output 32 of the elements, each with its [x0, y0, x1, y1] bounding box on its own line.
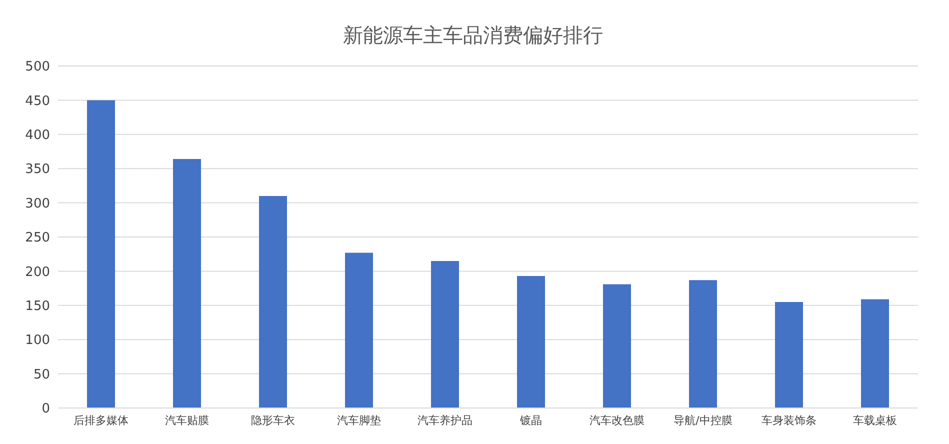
x-tick-label: 隐形车衣	[251, 414, 295, 427]
chart-title: 新能源车主车品消费偏好排行	[342, 22, 604, 49]
bar	[173, 159, 201, 408]
y-tick-label: 400	[25, 128, 50, 144]
bar	[87, 100, 115, 408]
bar	[861, 299, 889, 408]
y-tick-label: 450	[25, 94, 50, 109]
y-tick-label: 350	[25, 162, 50, 178]
y-tick-label: 500	[25, 60, 50, 75]
x-tick-label: 汽车脚垫	[337, 414, 381, 427]
bar	[345, 252, 373, 408]
bar	[775, 302, 803, 408]
x-tick-label: 汽车养护品	[418, 414, 472, 427]
x-tick-label: 车载桌板	[853, 414, 897, 427]
y-tick-label: 200	[25, 264, 50, 280]
x-tick-label: 导航/中控膜	[674, 414, 732, 427]
y-tick-label: 50	[33, 367, 50, 382]
x-tick-label: 镀晶	[519, 414, 542, 427]
y-tick-label: 150	[25, 299, 50, 314]
y-tick-label: 250	[25, 230, 50, 246]
x-tick-label: 汽车改色膜	[590, 414, 644, 427]
y-tick-label: 300	[25, 196, 50, 212]
bar	[517, 276, 545, 408]
y-tick-label: 100	[25, 333, 50, 348]
bar	[259, 196, 287, 408]
bar	[603, 284, 631, 408]
x-tick-label: 汽车贴膜	[165, 414, 209, 427]
x-tick-label: 后排多媒体	[74, 414, 128, 427]
y-tick-label: 0	[42, 402, 50, 417]
bar	[431, 260, 459, 408]
x-tick-label: 车身装饰条	[762, 414, 816, 427]
bar	[689, 280, 717, 408]
